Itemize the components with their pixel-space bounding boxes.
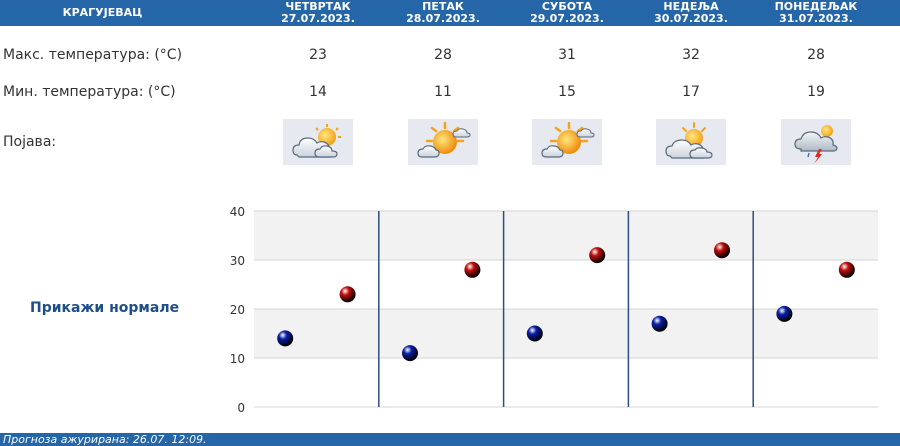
min-temp-point xyxy=(402,345,418,362)
forecast-updated: Прогноза ажурирана: 26.07. 12:09. xyxy=(0,433,900,446)
day-name: СУБОТА xyxy=(541,0,593,13)
day-name: НЕДЕЉА xyxy=(663,0,719,13)
max-temp-point xyxy=(339,286,356,303)
day-date: 28.07.2023. xyxy=(406,12,480,25)
max-temp-value: 28 xyxy=(434,47,452,63)
y-tick-label: 20 xyxy=(229,303,245,317)
min-temp-value: 11 xyxy=(434,84,452,100)
city-name: КРАГУЈЕВАЦ xyxy=(62,6,143,19)
day-date: 27.07.2023. xyxy=(281,12,355,25)
partly-cloudy-icon xyxy=(656,119,726,165)
day-header: НЕДЕЉА 30.07.2023. xyxy=(636,0,746,26)
grid-band xyxy=(254,358,878,407)
day-date: 29.07.2023. xyxy=(530,12,604,25)
day-name: ПЕТАК xyxy=(422,0,464,13)
max-temp-value: 32 xyxy=(682,47,700,63)
min-temp-value: 17 xyxy=(682,84,700,100)
day-date: 31.07.2023. xyxy=(779,12,853,25)
y-tick-label: 40 xyxy=(229,205,245,219)
max-temp-point xyxy=(589,247,606,264)
y-tick-label: 30 xyxy=(229,254,245,268)
day-header: ЧЕТВРТАК 27.07.2023. xyxy=(263,0,373,26)
temperature-chart-plot xyxy=(254,210,878,408)
day-name: ЧЕТВРТАК xyxy=(285,0,351,13)
mostly-sunny-icon xyxy=(532,119,602,165)
day-name: ПОНЕДЕЉАК xyxy=(774,0,858,13)
y-tick-label: 0 xyxy=(237,401,245,415)
day-header: ПОНЕДЕЉАК 31.07.2023. xyxy=(761,0,871,26)
grid-band xyxy=(254,260,878,309)
phenomenon-label: Појава: xyxy=(3,134,57,150)
min-temp-point xyxy=(776,305,793,322)
min-temp-label: Мин. температура: (°C) xyxy=(3,84,176,100)
header-bar xyxy=(0,0,900,26)
temperature-chart xyxy=(254,210,878,408)
max-temp-label: Макс. температура: (°C) xyxy=(3,47,183,63)
thunderstorm-icon xyxy=(781,119,851,165)
max-temp-point xyxy=(714,242,730,259)
grid-band xyxy=(254,211,878,260)
partly-cloudy-icon xyxy=(283,119,353,165)
day-date: 30.07.2023. xyxy=(654,12,728,25)
max-temp-point xyxy=(464,261,481,278)
min-temp-value: 15 xyxy=(558,84,576,100)
grid-band xyxy=(254,309,878,358)
min-temp-point xyxy=(277,330,294,347)
min-temp-point xyxy=(526,325,543,342)
mostly-sunny-icon xyxy=(408,119,478,165)
day-header: ПЕТАК 28.07.2023. xyxy=(388,0,498,26)
min-temp-point xyxy=(651,315,668,332)
y-tick-label: 10 xyxy=(229,352,245,366)
show-normals-link[interactable]: Прикажи нормале xyxy=(30,300,180,316)
max-temp-value: 31 xyxy=(558,47,576,63)
min-temp-value: 14 xyxy=(309,84,327,100)
day-header: СУБОТА 29.07.2023. xyxy=(512,0,622,26)
max-temp-value: 23 xyxy=(309,47,327,63)
min-temp-value: 19 xyxy=(807,84,825,100)
max-temp-point xyxy=(838,261,855,278)
max-temp-value: 28 xyxy=(807,47,825,63)
